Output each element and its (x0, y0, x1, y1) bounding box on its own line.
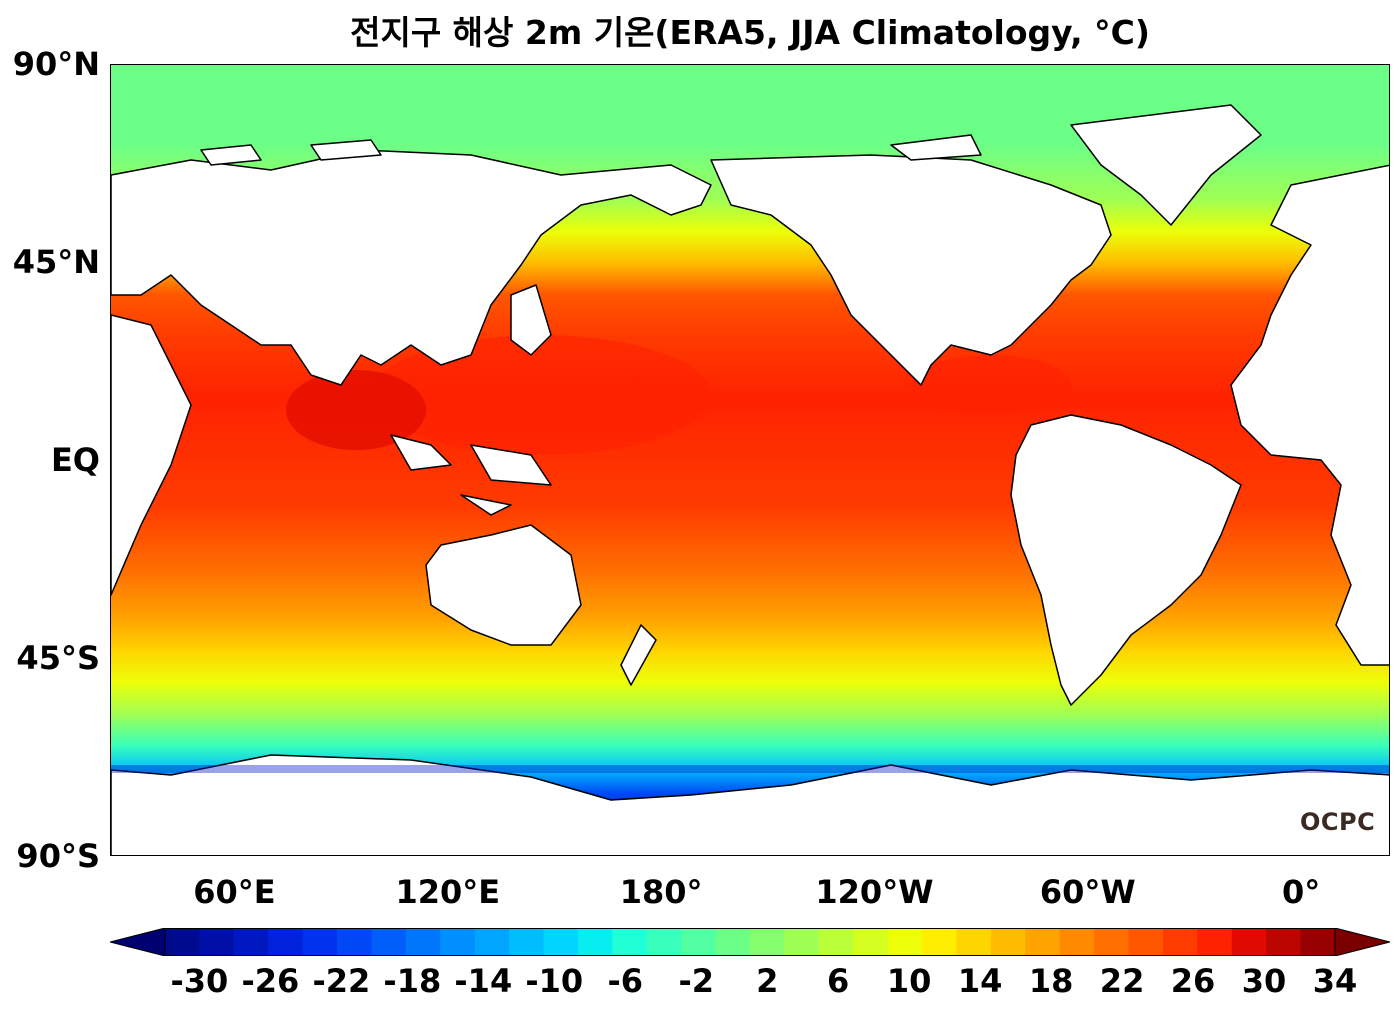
colorbar-segment (233, 928, 269, 956)
lon-tick-label: 120°W (815, 873, 934, 911)
lon-tick-label: 0° (1281, 873, 1321, 911)
colorbar-tick-label: -14 (454, 962, 513, 1000)
colorbar-tick-label: 26 (1170, 962, 1216, 1000)
colorbar-tick-label: 10 (886, 962, 932, 1000)
warm-pool-indian (286, 370, 426, 450)
colorbar-segment (302, 928, 338, 956)
lon-tick-label: 60°E (193, 873, 276, 911)
colorbar-tick-label: -2 (678, 962, 714, 1000)
australia-land (425, 524, 582, 646)
japan-land (510, 284, 552, 356)
colorbar-tick-label: 22 (1099, 962, 1145, 1000)
maritime-continent-land (390, 434, 552, 516)
colorbar-tick-label: 30 (1241, 962, 1287, 1000)
colorbar-tick-label: 6 (827, 962, 850, 1000)
colorbar-tick-label: -6 (607, 962, 644, 1000)
colorbar-segment (612, 928, 648, 956)
lat-tick-label: 45°S (16, 639, 100, 677)
south-america-land (1010, 414, 1242, 706)
colorbar-segment (337, 928, 372, 956)
colorbar-segment (1300, 928, 1336, 956)
colorbar-segment (887, 928, 923, 956)
colorbar-tick-label: -30 (170, 962, 229, 1000)
antarctic-cold-band (111, 765, 1389, 773)
lon-tick-label: 120°E (395, 873, 501, 911)
land-masses (111, 104, 1389, 855)
colorbar-border (164, 928, 1336, 956)
colorbar-segment (1197, 928, 1233, 956)
colorbar-segment (1231, 928, 1267, 956)
colorbar-segment (1094, 928, 1130, 956)
colorbar-segment (268, 928, 304, 956)
warm-pool-west-pacific (371, 335, 711, 455)
colorbar-segment (956, 928, 992, 956)
map-panel (110, 64, 1390, 856)
colorbar-segment (199, 928, 235, 956)
colorbar-tick-label: -10 (525, 962, 584, 1000)
eurasia-land (111, 149, 712, 386)
colorbar-segment (405, 928, 441, 956)
warm-pool-caribbean (911, 355, 1071, 415)
colorbar-segment (1128, 928, 1164, 956)
colorbar-segment (715, 928, 751, 956)
greenland-land (1070, 104, 1262, 226)
lon-tick-label: 60°W (1039, 873, 1136, 911)
antarctica-land (111, 754, 1389, 855)
colorbar (110, 928, 1390, 956)
colorbar-tick-label: 2 (756, 962, 779, 1000)
new-zealand-land (620, 624, 657, 686)
colorbar-segment (474, 928, 510, 956)
colorbar-segment (1059, 928, 1095, 956)
ocpc-logo: OCPC (1300, 808, 1376, 836)
colorbar-segment (1162, 928, 1198, 956)
arctic-islands-land (200, 134, 982, 166)
colorbar-segment (681, 928, 717, 956)
lat-tick-label: 45°N (12, 243, 100, 281)
colorbar-segment (440, 928, 476, 956)
lon-tick-label: 180° (619, 873, 703, 911)
colorbar-segment (784, 928, 820, 956)
north-america-land (710, 154, 1112, 386)
colorbar-segment (543, 928, 579, 956)
temperature-map (111, 65, 1389, 855)
colorbar-tick-label: -18 (383, 962, 442, 1000)
colorbar-segment (509, 928, 545, 956)
colorbar-tick-label: 18 (1028, 962, 1074, 1000)
colorbar-tick-label: 14 (957, 962, 1003, 1000)
africa-europe-land (1230, 164, 1389, 666)
lat-tick-label: 90°S (16, 837, 100, 875)
colorbar-segment (371, 928, 407, 956)
colorbar-segment (922, 928, 957, 956)
lat-tick-label: 90°N (12, 45, 100, 83)
colorbar-segment (1266, 928, 1302, 956)
colorbar-segment (990, 928, 1026, 956)
colorbar-tick-label: 34 (1312, 962, 1358, 1000)
colorbar-segment (818, 928, 854, 956)
africa-east-land (111, 314, 192, 596)
colorbar-segment (165, 928, 200, 956)
colorbar-segment (577, 928, 613, 956)
lat-tick-label: EQ (50, 441, 100, 479)
colorbar-over-arrow (1334, 928, 1390, 956)
colorbar-tick-label: -22 (312, 962, 371, 1000)
colorbar-segment (750, 928, 785, 956)
map-title: 전지구 해상 2m 기온(ERA5, JJA Climatology, °C) (350, 13, 1150, 52)
colorbar-segment (646, 928, 682, 956)
colorbar-segment (853, 928, 889, 956)
colorbar-tick-label: -26 (241, 962, 300, 1000)
colorbar-segment (1025, 928, 1061, 956)
colorbar-under-arrow (110, 928, 166, 956)
